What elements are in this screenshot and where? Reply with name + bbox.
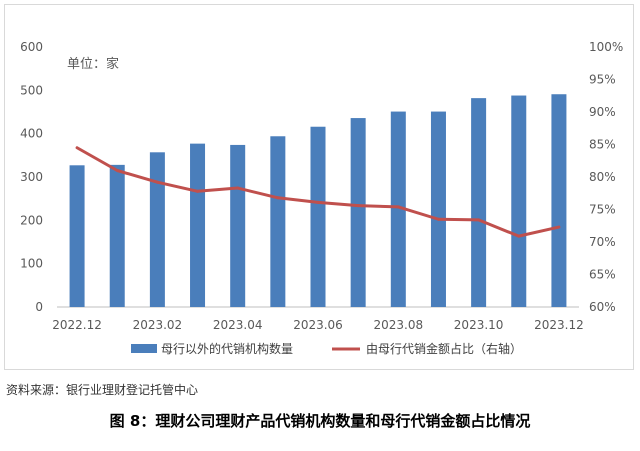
axes-layer: 0 100 200 300 400 500 600 60% 65% 70% 75% 80% 85% 90%… bbox=[20, 40, 623, 332]
right-axis-tick-label: 90% bbox=[589, 105, 616, 119]
bar bbox=[350, 118, 366, 307]
line-segment bbox=[155, 180, 200, 193]
x-tick-label: 2022.12 bbox=[52, 318, 102, 332]
bars-layer bbox=[69, 94, 567, 308]
left-axis-tick-label: 0 bbox=[35, 300, 43, 314]
x-tick-label: 2023.02 bbox=[133, 318, 183, 332]
bar bbox=[511, 95, 527, 308]
bar bbox=[430, 111, 446, 307]
right-axis-tick-label: 85% bbox=[589, 138, 616, 152]
combo-chart: 0 100 200 300 400 500 600 60% 65% 70% 75% 80% 85% 90%… bbox=[20, 40, 623, 356]
line-segment bbox=[115, 169, 159, 184]
bar bbox=[69, 165, 85, 307]
chart-frame: 0 100 200 300 400 500 600 60% 65% 70% 75% 80% 85% 90%… bbox=[4, 4, 634, 370]
bar bbox=[390, 111, 406, 307]
right-axis-tick-label: 80% bbox=[589, 170, 616, 184]
line-segment bbox=[75, 146, 119, 172]
right-axis-tick-label: 100% bbox=[589, 40, 623, 54]
bar bbox=[310, 126, 326, 307]
bar bbox=[149, 152, 165, 307]
bar bbox=[551, 94, 567, 307]
right-axis-tick-label: 70% bbox=[589, 235, 616, 249]
left-axis-tick-label: 200 bbox=[20, 213, 43, 227]
right-axis-tick-label: 95% bbox=[589, 73, 616, 87]
right-axis-tick-label: 65% bbox=[589, 268, 616, 282]
x-tick-label: 2023.12 bbox=[534, 318, 584, 332]
left-axis-tick-label: 300 bbox=[20, 170, 43, 184]
legend-line-label: 由母行代销金额占比（右轴） bbox=[366, 341, 522, 356]
right-axis-tick-label: 75% bbox=[589, 203, 616, 217]
x-tick-label: 2023.10 bbox=[454, 318, 504, 332]
line-segment bbox=[396, 205, 440, 221]
x-tick-label: 2023.08 bbox=[373, 318, 423, 332]
left-axis-tick-label: 100 bbox=[20, 257, 43, 271]
right-axis-tick-label: 60% bbox=[589, 300, 616, 314]
bar bbox=[109, 164, 125, 307]
unit-label: 单位：家 bbox=[67, 56, 119, 72]
figure-caption: 图 8：理财公司理财产品代销机构数量和母行代销金额占比情况 bbox=[109, 412, 531, 430]
source-note: 资料来源：银行业理财登记托管中心 bbox=[6, 383, 199, 397]
line-segment bbox=[316, 200, 360, 208]
line-segment bbox=[276, 196, 320, 204]
line-segment bbox=[356, 204, 400, 209]
legend-bar-swatch bbox=[131, 344, 157, 353]
line-segment bbox=[477, 218, 521, 238]
left-axis-tick-label: 400 bbox=[20, 127, 43, 141]
line-segment bbox=[517, 225, 561, 238]
bar bbox=[471, 98, 487, 307]
x-tick-label: 2023.06 bbox=[293, 318, 343, 332]
bar bbox=[190, 143, 206, 307]
left-axis-tick-label: 600 bbox=[20, 40, 43, 54]
bar bbox=[230, 144, 246, 307]
line-segment bbox=[196, 186, 240, 193]
x-tick-label: 2023.04 bbox=[213, 318, 263, 332]
bar bbox=[270, 136, 286, 307]
left-axis-tick-label: 500 bbox=[20, 83, 43, 97]
line-layer bbox=[75, 146, 561, 238]
line-segment bbox=[436, 217, 481, 222]
line-segment bbox=[236, 186, 280, 200]
legend: 母行以外的代销机构数量 由母行代销金额占比（右轴） bbox=[131, 341, 522, 356]
legend-bar-label: 母行以外的代销机构数量 bbox=[161, 341, 293, 356]
